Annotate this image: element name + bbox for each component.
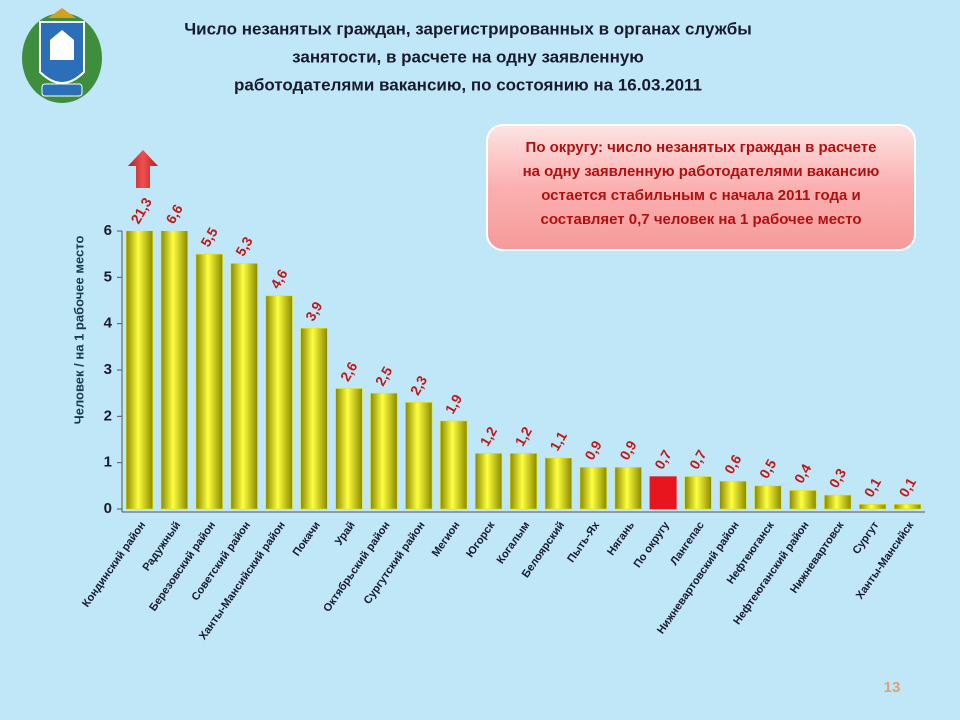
bar [649, 476, 677, 510]
callout-box [486, 124, 916, 251]
bars [125, 231, 922, 510]
bar [300, 328, 328, 510]
page-number: 13 [884, 679, 901, 696]
bar [265, 295, 293, 510]
bar [579, 467, 607, 510]
bar [544, 457, 572, 510]
bar [789, 490, 817, 510]
y-tick-label: 2 [104, 407, 112, 424]
chart-title: работодателями вакансию, по состоянию на… [234, 75, 702, 94]
bar [230, 263, 258, 510]
bar [719, 480, 747, 510]
bar [475, 453, 503, 510]
bar [684, 476, 712, 510]
overflow-arrow [128, 150, 158, 188]
callout-text: По округу: число незанятых граждан в рас… [526, 139, 877, 156]
bar [405, 402, 433, 510]
bar [160, 231, 188, 510]
y-tick-label: 3 [104, 361, 112, 378]
callout-text: на одну заявленную работодателями ваканс… [523, 163, 880, 180]
y-tick-label: 5 [104, 268, 112, 285]
y-tick-label: 4 [104, 315, 113, 332]
bar [894, 504, 922, 510]
bar [824, 494, 852, 510]
callout-text: составляет 0,7 человек на 1 рабочее мест… [541, 211, 862, 228]
bar [335, 388, 363, 510]
emblem [22, 8, 102, 103]
bar [195, 253, 223, 510]
bar [509, 453, 538, 510]
bar [754, 485, 782, 510]
chart-title: занятости, в расчете на одну заявленную [292, 47, 644, 66]
y-tick-label: 1 [104, 454, 112, 471]
y-tick-label: 6 [104, 222, 112, 239]
bar [614, 467, 642, 510]
y-tick-label: 0 [104, 500, 112, 517]
chart-title: Число незанятых граждан, зарегистрирован… [184, 19, 752, 38]
bar [370, 392, 398, 510]
y-axis-label: Человек / на 1 рабочее место [71, 236, 86, 425]
bar [859, 504, 887, 510]
bar [440, 420, 468, 510]
bar [125, 231, 153, 510]
callout-text: остается стабильным с начала 2011 года и [541, 187, 861, 204]
